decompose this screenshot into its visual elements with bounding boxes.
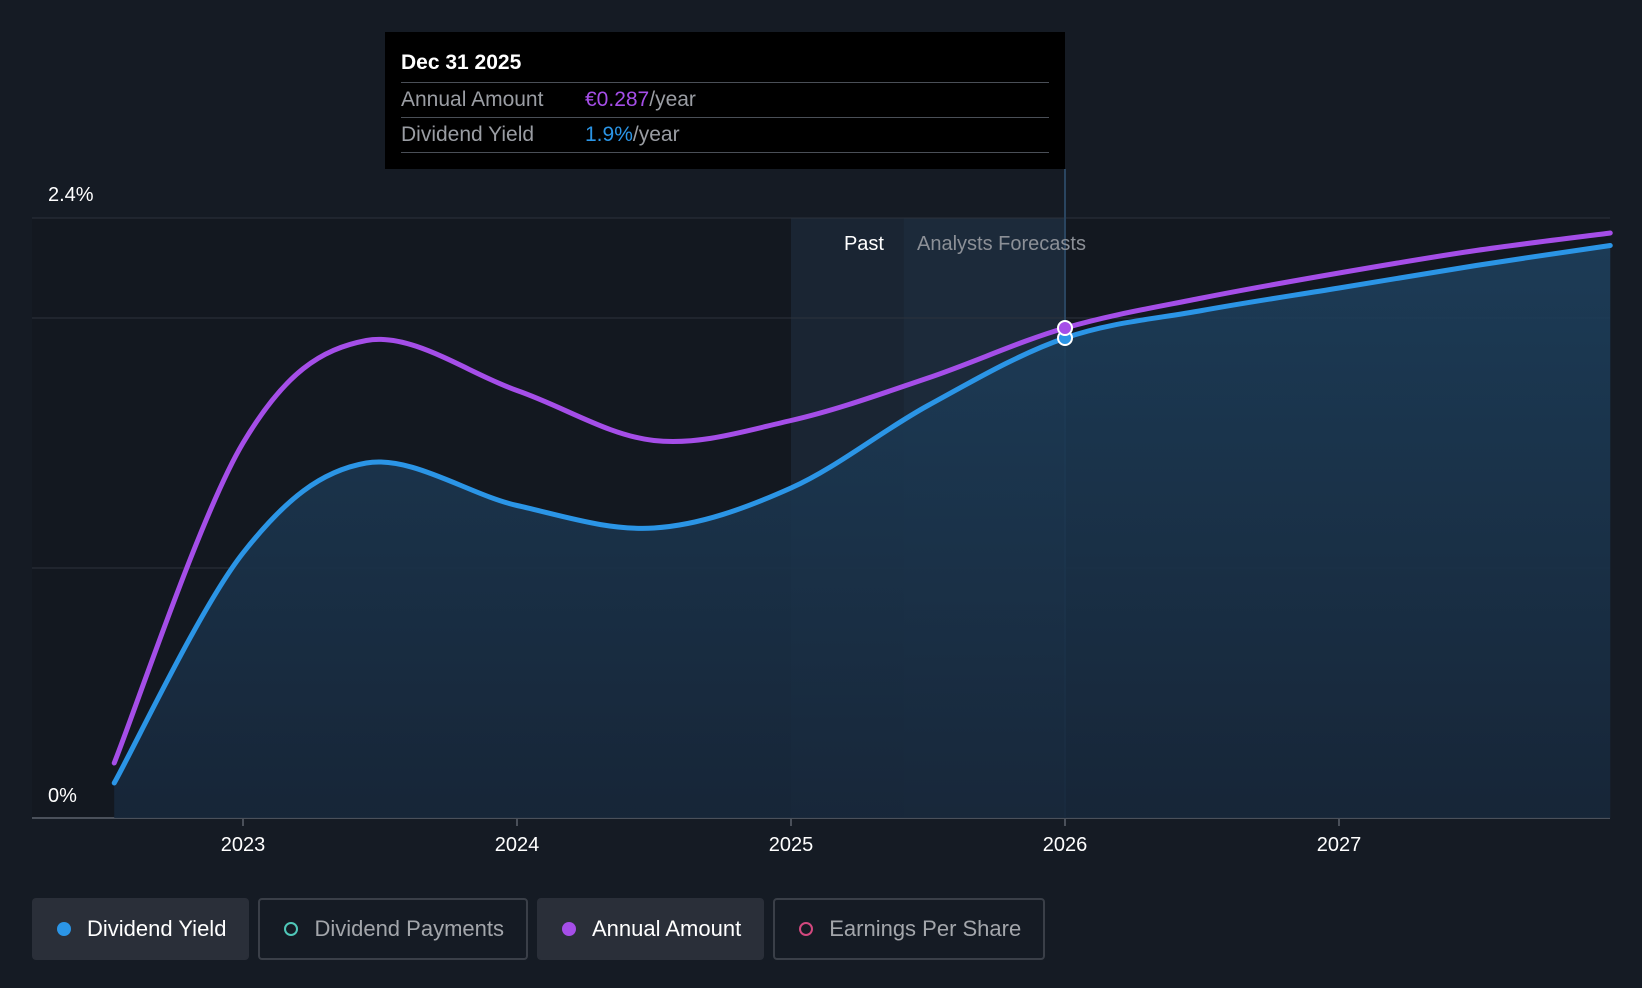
legend-dot-icon (799, 922, 814, 936)
x-tick-label: 2026 (1043, 834, 1088, 856)
legend-item-dividend-yield[interactable]: Dividend Yield (32, 898, 250, 960)
x-tick-label: 2027 (1317, 834, 1362, 856)
tooltip-value: €0.287 (585, 88, 650, 111)
y-tick-label: 2.4% (48, 184, 94, 206)
legend-dot-icon (561, 922, 576, 936)
tooltip-unit: /year (649, 88, 696, 111)
past-label: Past (844, 233, 884, 255)
annual-amount-line (111, 230, 1613, 766)
legend-label: Annual Amount (591, 916, 742, 941)
legend-item-earnings-per-share[interactable]: Earnings Per Share (773, 898, 1046, 960)
annual-amount-marker (1057, 320, 1073, 336)
tooltip-row-annual-amount: Annual Amount €0.287 /year (401, 82, 1049, 117)
dividend-yield-line (111, 243, 1613, 786)
legend: Dividend Yield Dividend Payments Annual … (32, 898, 1046, 960)
legend-dot-icon (57, 922, 71, 936)
x-tick-label: 2025 (769, 834, 814, 856)
legend-label: Dividend Payments (314, 916, 504, 941)
legend-label: Dividend Yield (87, 916, 227, 941)
tooltip-value: 1.9% (585, 123, 633, 146)
forecast-label: Analysts Forecasts (917, 233, 1086, 255)
tooltip-unit: /year (632, 123, 680, 146)
x-tick-label: 2024 (495, 834, 540, 856)
tooltip: Dec 31 2025 Annual Amount €0.287 /year D… (385, 32, 1065, 169)
x-tick-label: 2023 (221, 834, 266, 856)
tooltip-label: Dividend Yield (401, 123, 535, 146)
y-tick-label: 0% (48, 785, 77, 807)
dividend-yield-area (114, 245, 1611, 818)
tooltip-row-dividend-yield: Dividend Yield 1.9% /year (401, 117, 1049, 153)
legend-dot-icon (284, 922, 299, 936)
legend-label: Earnings Per Share (829, 916, 1022, 941)
legend-item-annual-amount[interactable]: Annual Amount (536, 898, 765, 960)
legend-item-dividend-payments[interactable]: Dividend Payments (258, 898, 528, 960)
tooltip-label: Annual Amount (401, 88, 544, 111)
tooltip-date: Dec 31 2025 (401, 51, 522, 74)
